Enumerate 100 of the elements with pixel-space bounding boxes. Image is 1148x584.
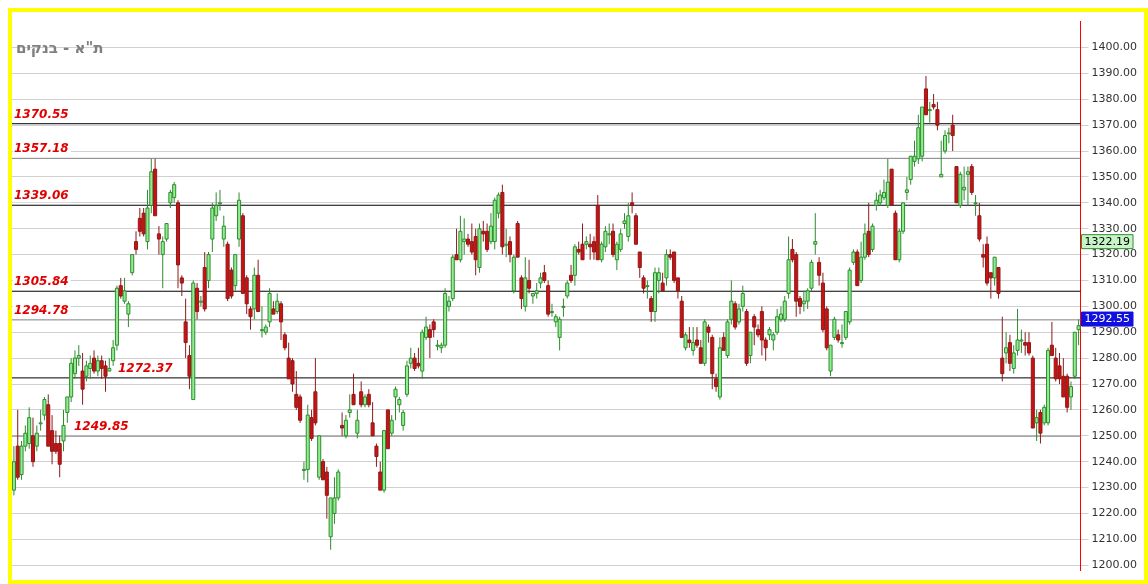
candlestick bbox=[557, 316, 562, 351]
y-tick-label: 1220.00 bbox=[1091, 506, 1138, 520]
candlestick bbox=[103, 360, 108, 393]
candlestick bbox=[401, 409, 406, 432]
candlestick bbox=[340, 411, 345, 437]
candlestick bbox=[832, 316, 837, 341]
candlestick bbox=[378, 461, 383, 491]
y-tick-label: 1300.00 bbox=[1091, 299, 1138, 313]
candlestick bbox=[412, 352, 417, 372]
y-tick-label: 1370.00 bbox=[1091, 118, 1138, 132]
candlestick bbox=[870, 223, 875, 253]
candlestick bbox=[645, 279, 650, 300]
candlestick bbox=[172, 181, 177, 204]
text: 1322.19 bbox=[1084, 234, 1131, 248]
ref-line-label: 1272.37 bbox=[118, 361, 174, 375]
candlestick bbox=[649, 295, 654, 323]
ref-line-label: 1370.55 bbox=[14, 106, 69, 121]
ref-line-label: 1357.18 bbox=[14, 141, 69, 156]
y-tick-label: 1340.00 bbox=[1091, 195, 1138, 209]
candlestick bbox=[427, 323, 432, 359]
y-tick-label: 1280.00 bbox=[1091, 350, 1138, 364]
y-tick-label: 1390.00 bbox=[1091, 66, 1138, 80]
candlestick bbox=[1007, 334, 1012, 372]
candlestick bbox=[84, 360, 89, 382]
candlestick bbox=[92, 349, 97, 375]
candlestick bbox=[1038, 409, 1043, 445]
candlestick bbox=[927, 101, 932, 124]
candlestick bbox=[660, 272, 665, 292]
y-tick-label: 1250.00 bbox=[1091, 428, 1138, 442]
y-tick-label: 1210.00 bbox=[1091, 532, 1138, 546]
y-tick-label: 1310.00 bbox=[1091, 273, 1138, 287]
candlestick bbox=[782, 295, 787, 323]
candlestick bbox=[156, 225, 161, 256]
candlestick bbox=[355, 409, 360, 439]
y-tick-label: 1200.00 bbox=[1091, 558, 1138, 572]
ref-line-label: 1249.85 bbox=[74, 419, 129, 434]
candlestick bbox=[607, 223, 612, 245]
candlestick bbox=[527, 259, 532, 294]
candlestick bbox=[389, 414, 394, 437]
candlestick bbox=[813, 212, 818, 256]
y-tick-label: 1260.00 bbox=[1091, 402, 1138, 416]
ref-line-label: 1294.78 bbox=[14, 302, 69, 317]
y-tick-label: 1380.00 bbox=[1091, 92, 1138, 106]
candlestick bbox=[462, 217, 467, 256]
candlestick bbox=[965, 166, 970, 206]
candlestick bbox=[343, 414, 348, 439]
candlestick bbox=[88, 355, 93, 380]
candlestick bbox=[977, 202, 982, 243]
candlestick bbox=[1026, 331, 1032, 357]
y-tick-label: 1320.00 bbox=[1091, 247, 1138, 261]
candlestick bbox=[141, 207, 146, 237]
candlestick bbox=[259, 305, 264, 338]
candlestick bbox=[973, 194, 978, 217]
candlestick bbox=[1000, 316, 1005, 382]
candlestick bbox=[34, 424, 39, 452]
candlestick bbox=[1034, 409, 1039, 442]
candlestick bbox=[1068, 380, 1073, 411]
candlestick bbox=[374, 443, 379, 468]
y-tick-label: 1240.00 bbox=[1091, 454, 1138, 468]
text: ת"א - בנקים bbox=[16, 39, 104, 58]
candlestick bbox=[691, 326, 696, 357]
candlestick bbox=[630, 191, 635, 214]
candlestick bbox=[1019, 329, 1024, 354]
candlestick bbox=[950, 114, 955, 152]
candlestick bbox=[561, 298, 566, 318]
candlestick bbox=[416, 347, 421, 369]
candlestick bbox=[275, 292, 280, 315]
candlestick bbox=[992, 256, 997, 287]
candlestick bbox=[130, 254, 135, 276]
y-tick-label: 1400.00 bbox=[1091, 40, 1138, 54]
candlestick bbox=[752, 313, 757, 346]
candlestick bbox=[1023, 331, 1028, 357]
ref-line-label: 1339.06 bbox=[14, 188, 69, 203]
candlestick bbox=[95, 355, 100, 377]
candlestick bbox=[473, 228, 478, 276]
y-tick-label: 1360.00 bbox=[1091, 143, 1138, 157]
candlestick bbox=[118, 277, 123, 300]
candlestick bbox=[504, 228, 509, 258]
y-tick-label: 1350.00 bbox=[1091, 169, 1138, 183]
candlestick bbox=[347, 393, 352, 419]
y-tick-label: 1330.00 bbox=[1091, 221, 1138, 235]
candlestick bbox=[351, 373, 356, 406]
candlestick bbox=[569, 264, 574, 284]
candlestick bbox=[507, 235, 513, 263]
candlestick bbox=[198, 295, 203, 307]
candlestick bbox=[1004, 331, 1009, 364]
candlestick bbox=[80, 352, 85, 406]
candlestick bbox=[748, 331, 753, 364]
candlestick bbox=[683, 331, 688, 351]
text: 1292.55 bbox=[1084, 311, 1131, 325]
candlestick bbox=[519, 274, 524, 310]
y-tick-label: 1290.00 bbox=[1091, 325, 1138, 339]
y-tick-label: 1270.00 bbox=[1091, 376, 1138, 390]
candlestick bbox=[454, 228, 459, 261]
y-tick-label: 1230.00 bbox=[1091, 480, 1138, 494]
candlestick bbox=[611, 223, 616, 258]
candlestick bbox=[565, 279, 570, 300]
ref-line-label: 1305.84 bbox=[14, 274, 69, 289]
candlestick bbox=[221, 215, 226, 248]
candlestick bbox=[57, 435, 62, 478]
